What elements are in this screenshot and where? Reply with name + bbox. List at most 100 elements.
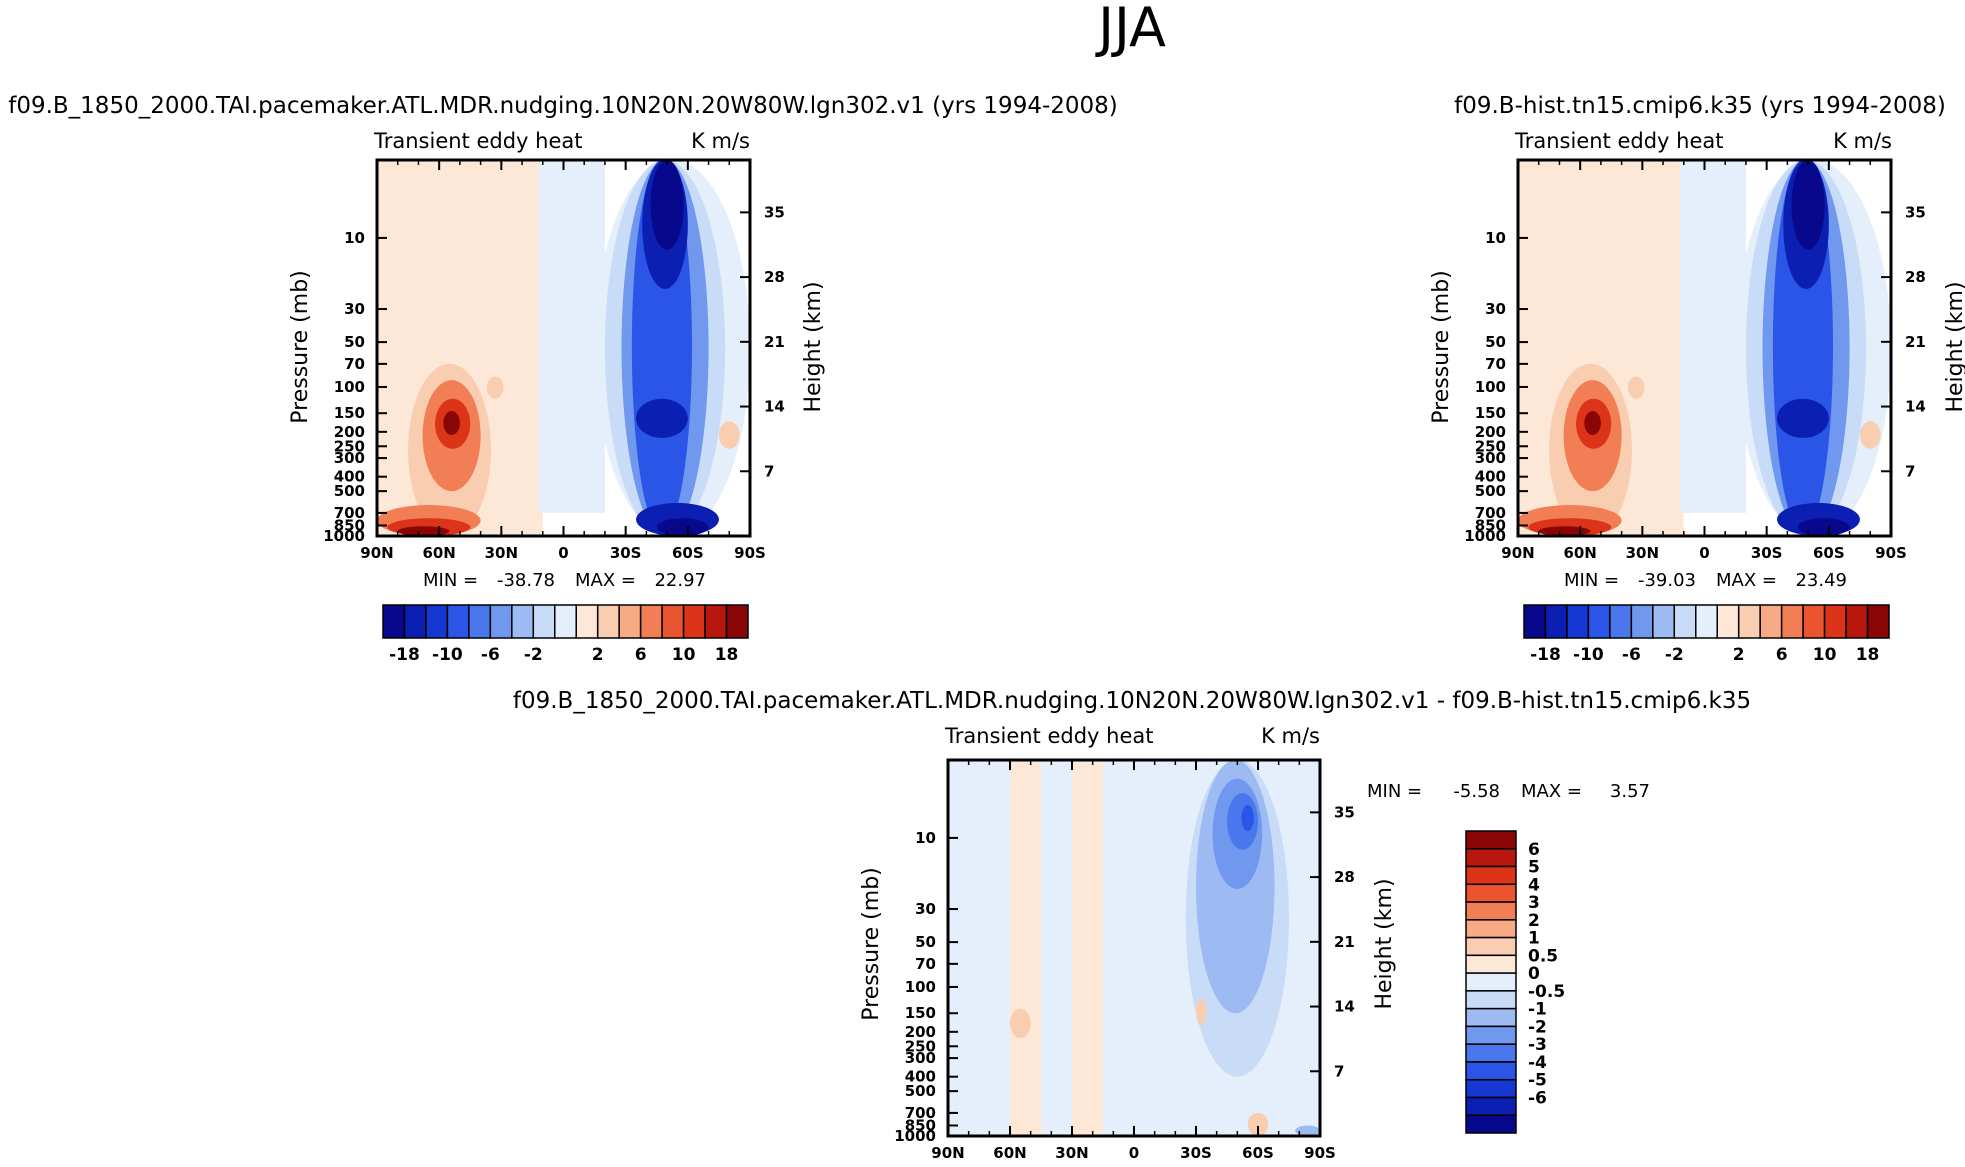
y-right-tick-label: 21 [764,333,785,351]
y-tick-label: 850 [905,1116,936,1134]
field-region [1791,160,1825,250]
y-tick-label: 500 [334,482,365,500]
y-tick-label: 850 [334,516,365,534]
colorbar-box [1630,604,1654,639]
field-region [650,160,684,250]
colorbar-label: -5 [1528,1071,1547,1091]
colorbar-box [704,604,728,639]
panel-left-min-value: -38.78 [497,570,555,591]
panel-diff-plot: 90N 60N 30N 0 30S 60S 90S103050701001502002503… [894,758,1355,1162]
panel-diff-stats: MIN = -5.58 MAX = 3.57 [1367,781,1650,802]
colorbar-box [1587,604,1611,639]
panel-right-max-label: MAX = [1716,570,1777,591]
colorbar-label: -6 [481,645,500,665]
colorbar-box [1544,604,1568,639]
field-region [397,526,450,536]
field-region [1241,804,1254,832]
y-tick-label: 100 [334,378,365,396]
y-tick-label: 850 [1475,516,1506,534]
x-tick-label: 90S [734,544,766,562]
y-tick-label: 150 [334,404,365,422]
x-tick-label: 30N [1626,544,1659,562]
y-right-tick-label: 28 [1905,268,1926,286]
colorbar-box [1465,919,1517,939]
y-right-tick-label: 21 [1905,333,1926,351]
x-tick-label: 60S [1813,544,1845,562]
panel-diff-min-label: MIN = [1367,781,1422,802]
colorbar-box [468,604,492,639]
y-tick-label: 150 [1475,404,1506,422]
x-tick-label: 0 [1699,544,1709,562]
x-tick-label: 30S [1751,544,1783,562]
y-right-tick-label: 7 [1905,462,1915,480]
x-tick-label: 90N [1501,544,1534,562]
y-tick-label: 400 [1475,468,1506,486]
y-tick-label: 500 [1475,482,1506,500]
y-tick-label: 200 [1475,423,1506,441]
colorbar-box [1465,1061,1517,1081]
y-tick-label: 30 [344,300,365,318]
field-region [718,421,740,449]
colorbar-box [1759,604,1783,639]
colorbar-box [1465,990,1517,1010]
y-tick-label: 1000 [894,1127,936,1145]
colorbar-label: -0.5 [1528,982,1565,1002]
x-tick-label: 90S [1304,1144,1336,1162]
panel-left-colorbar: -18 -10 -6 -2 2 6 10 18 [382,604,749,665]
colorbar-box [382,604,406,639]
panel-right: f09.B-hist.tn15.cmip6.k35 (yrs 1994-2008… [1429,93,1965,665]
colorbar-label: 0.5 [1528,946,1558,966]
y-right-tick-label: 35 [764,203,785,221]
colorbar-box [1802,604,1826,639]
y-tick-label: 200 [905,1023,936,1041]
x-tick-label: 0 [558,544,568,562]
y-tick-label: 1000 [323,527,365,545]
y-right-tick-label: 14 [1334,998,1355,1016]
panel-diff-max-label: MAX = [1521,781,1582,802]
colorbar-label: 10 [672,645,696,665]
colorbar-label: -2 [1528,1017,1547,1037]
y-tick-label: 10 [1485,229,1506,247]
colorbar-label: -3 [1528,1035,1547,1055]
field-region [948,760,1010,1136]
colorbar-label: -2 [1665,645,1684,665]
colorbar-box [1465,1043,1517,1063]
colorbar-label: -1 [1528,1000,1547,1020]
colorbar-label: -6 [1622,645,1641,665]
colorbar-label: 3 [1528,893,1540,913]
field-region [1538,526,1591,536]
panel-left-plot: 90N 60N 30N 0 30S 60S 90S103050701001502002503… [323,158,785,562]
x-tick-label: 60S [672,544,704,562]
panel-left-variable-label: Transient eddy heat [373,129,582,153]
y-right-tick-label: 28 [764,268,785,286]
y-tick-label: 50 [1485,333,1506,351]
colorbar-box [1465,1078,1517,1099]
y-tick-label: 100 [905,978,936,996]
y-right-tick-label: 14 [764,398,785,416]
field-region [1247,1112,1269,1136]
colorbar-box [554,604,577,639]
y-tick-label: 700 [334,504,365,522]
panel-left-max-label: MAX = [575,570,636,591]
colorbar-box [1465,1114,1517,1134]
colorbar-label: 4 [1528,875,1540,895]
x-tick-label: 60N [422,544,455,562]
panel-left-ylabel-right: Height (km) [801,281,826,412]
colorbar-label: 18 [1856,645,1880,665]
x-tick-label: 90N [360,544,393,562]
y-tick-label: 400 [334,468,365,486]
colorbar-box [1673,604,1697,639]
field-2 [948,760,1320,1136]
x-tick-label: 60N [993,1144,1026,1162]
colorbar-box [489,604,513,639]
colorbar-box [661,604,685,639]
y-tick-label: 250 [905,1037,936,1055]
panel-left-ylabel: Pressure (mb) [288,270,313,424]
colorbar-label: -10 [432,645,463,665]
colorbar-label: -6 [1528,1088,1547,1108]
field-region [1010,1008,1031,1038]
field-region [1010,760,1041,1136]
colorbar-box [639,604,663,639]
y-tick-label: 70 [344,355,365,373]
colorbar-box [1465,865,1517,886]
